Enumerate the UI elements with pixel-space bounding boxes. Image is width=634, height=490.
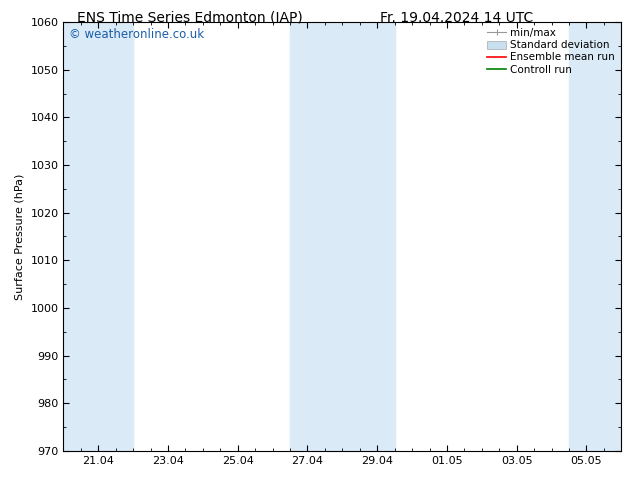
Text: © weatheronline.co.uk: © weatheronline.co.uk [69,28,204,42]
Bar [569,22,621,451]
Bar [290,22,394,451]
Bar [63,22,133,451]
Text: Fr. 19.04.2024 14 UTC: Fr. 19.04.2024 14 UTC [380,11,533,25]
Text: ENS Time Series Edmonton (IAP): ENS Time Series Edmonton (IAP) [77,11,303,25]
Y-axis label: Surface Pressure (hPa): Surface Pressure (hPa) [15,173,25,299]
Legend: min/max, Standard deviation, Ensemble mean run, Controll run: min/max, Standard deviation, Ensemble me… [484,25,618,78]
